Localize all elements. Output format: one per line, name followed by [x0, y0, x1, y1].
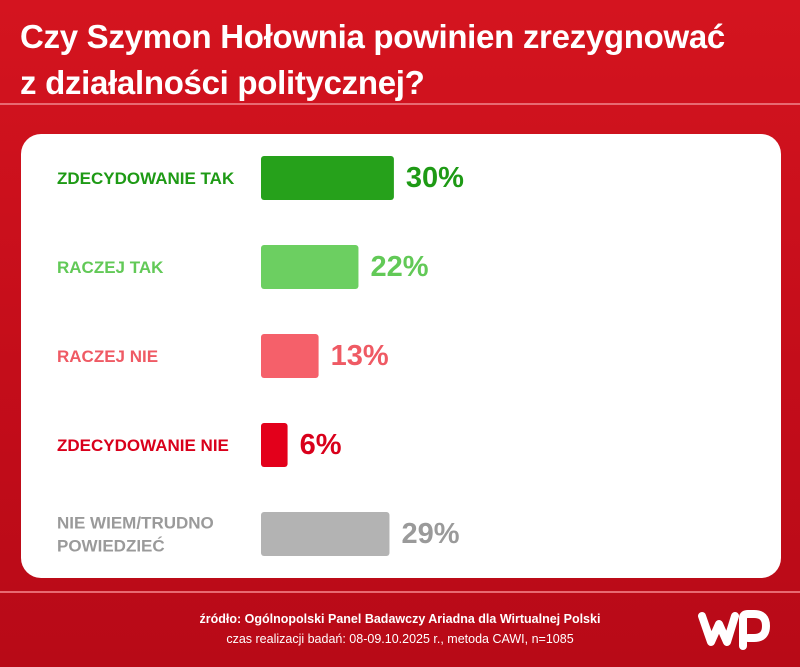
footer: źródło: Ogólnopolski Panel Badawczy Aria… — [0, 609, 800, 649]
value-label: 30% — [406, 162, 464, 194]
title-divider — [0, 103, 800, 105]
value-label: 29% — [401, 518, 459, 550]
bar — [261, 423, 288, 467]
chart-title: Czy Szymon Hołownia powinien zrezygnować… — [20, 14, 780, 106]
bar — [261, 334, 319, 378]
bar — [261, 245, 359, 289]
bar — [261, 512, 390, 556]
category-label: ZDECYDOWANIE TAK — [57, 169, 235, 188]
category-label: NIE WIEM/TRUDNO POWIEDZIEĆ — [57, 513, 214, 555]
value-label: 22% — [370, 251, 428, 283]
title-line-1: Czy Szymon Hołownia powinien zrezygnować — [20, 18, 725, 55]
survey-details: czas realizacji badań: 08-09.10.2025 r.,… — [226, 632, 574, 646]
category-label: RACZEJ NIE — [57, 347, 158, 366]
footer-divider — [0, 591, 800, 593]
source-note: źródło: Ogólnopolski Panel Badawczy Aria… — [199, 612, 601, 626]
value-label: 13% — [331, 340, 389, 372]
value-label: 6% — [300, 429, 342, 461]
wp-logo-icon — [698, 610, 770, 650]
category-label: ZDECYDOWANIE NIE — [57, 436, 229, 455]
chart-card: ZDECYDOWANIE TAK 30% RACZEJ TAK 22% RACZEJ N… — [21, 134, 781, 578]
bar-chart: ZDECYDOWANIE TAK 30% RACZEJ TAK 22% RACZEJ N… — [57, 156, 464, 556]
category-label: RACZEJ TAK — [57, 258, 164, 277]
title-line-2: z działalności politycznej? — [20, 64, 425, 101]
bar — [261, 156, 394, 200]
